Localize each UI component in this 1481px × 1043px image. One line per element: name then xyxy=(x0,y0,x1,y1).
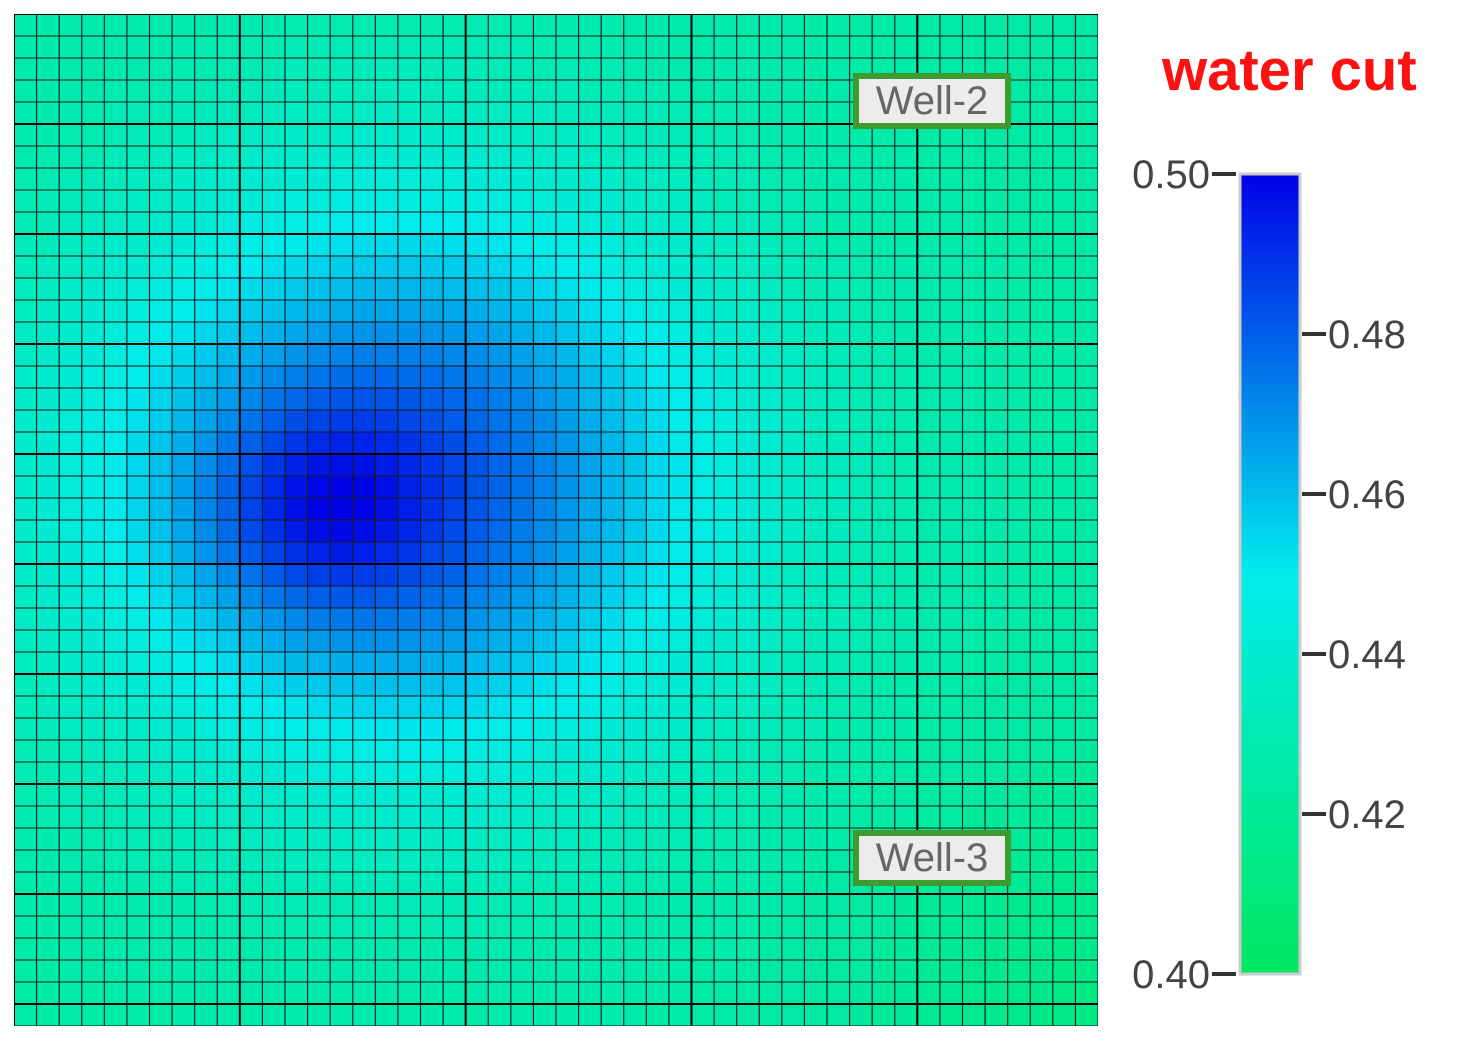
colorbar-tick-label: 0.48 xyxy=(1328,313,1406,357)
colorbar-ticks: 0.50 0.48 0.46 0.44 0.42 0.40 xyxy=(1132,153,1406,997)
heatmap-grid-lines xyxy=(14,14,1098,1026)
colorbar-tick-label: 0.50 xyxy=(1132,153,1210,197)
colorbar-tick-label: 0.40 xyxy=(1132,953,1210,997)
well-3-label: Well-3 xyxy=(853,830,1011,886)
colorbar-tick-label: 0.42 xyxy=(1328,793,1406,837)
water-cut-heatmap xyxy=(14,14,1098,1026)
colorbar-tick-label: 0.44 xyxy=(1328,633,1406,677)
well-2-label: Well-2 xyxy=(853,73,1011,129)
colorbar-tick-label: 0.46 xyxy=(1328,473,1406,517)
colorbar: 0.50 0.48 0.46 0.44 0.42 0.40 xyxy=(1132,153,1406,997)
colorbar-gradient xyxy=(1238,172,1302,976)
colorbar-title: water cut xyxy=(1162,38,1417,103)
